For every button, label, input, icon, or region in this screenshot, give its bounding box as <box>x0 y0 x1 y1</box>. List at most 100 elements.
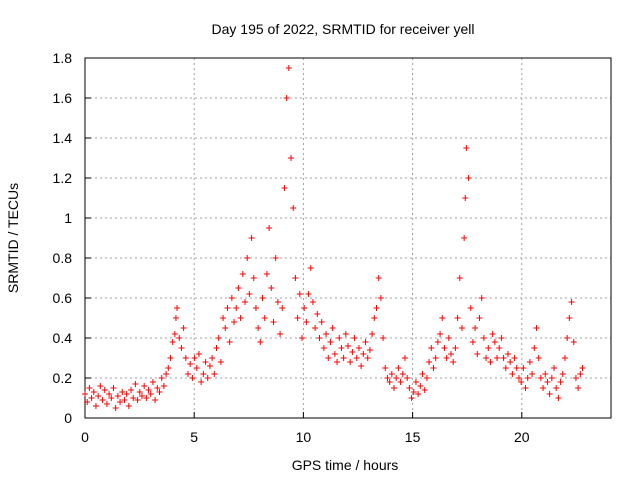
point-0-200 <box>515 375 522 381</box>
point-0-47 <box>182 355 189 361</box>
point-0-163 <box>437 331 444 337</box>
point-0-36 <box>160 383 167 389</box>
point-0-211 <box>540 385 547 391</box>
point-0-221 <box>561 355 568 361</box>
point-0-225 <box>570 339 577 345</box>
point-0-41 <box>171 331 178 337</box>
point-0-129 <box>362 339 369 345</box>
plot-grid <box>84 58 611 418</box>
point-0-130 <box>364 355 371 361</box>
x-tick-label-0: 0 <box>81 429 89 445</box>
point-0-193 <box>500 355 507 361</box>
point-0-93 <box>283 95 290 101</box>
point-0-157 <box>423 375 430 381</box>
point-0-220 <box>559 371 566 377</box>
point-0-127 <box>358 363 365 369</box>
point-0-33 <box>154 385 161 391</box>
point-0-162 <box>434 339 441 345</box>
point-0-75 <box>244 255 251 261</box>
point-0-186 <box>485 345 492 351</box>
point-0-201 <box>518 379 525 385</box>
point-0-134 <box>373 305 380 311</box>
point-0-17 <box>119 389 126 395</box>
point-0-86 <box>268 285 275 291</box>
y-tick-label-1.8: 1.8 <box>53 50 73 66</box>
point-0-105 <box>309 299 316 305</box>
point-0-48 <box>185 371 192 377</box>
point-0-98 <box>294 315 301 321</box>
x-axis-label: GPS time / hours <box>292 457 399 473</box>
point-0-119 <box>340 355 347 361</box>
point-0-24 <box>134 397 141 403</box>
point-0-174 <box>461 235 468 241</box>
point-0-188 <box>489 331 496 337</box>
point-0-145 <box>397 379 404 385</box>
chart-title: Day 195 of 2022, SRMTID for receiver yel… <box>212 21 475 37</box>
point-0-19 <box>123 391 130 397</box>
y-axis-label: SRMTID / TECUs <box>5 183 21 293</box>
point-0-217 <box>553 385 560 391</box>
point-0-35 <box>158 375 165 381</box>
point-0-57 <box>204 375 211 381</box>
point-0-7 <box>97 383 104 389</box>
point-0-40 <box>169 339 176 345</box>
point-0-5 <box>92 403 99 409</box>
point-0-64 <box>220 315 227 321</box>
point-0-87 <box>270 319 277 325</box>
y-tick-labels: 0 0.2 0.4 0.6 0.8 1 1.2 1.4 1.6 1.8 <box>53 50 73 426</box>
point-0-170 <box>452 345 459 351</box>
point-0-78 <box>250 275 257 281</box>
x-tick-label-5: 5 <box>190 429 198 445</box>
point-0-208 <box>533 325 540 331</box>
point-0-82 <box>259 295 266 301</box>
point-0-90 <box>277 331 284 337</box>
point-0-213 <box>544 379 551 385</box>
point-0-149 <box>406 385 413 391</box>
point-0-23 <box>132 381 139 387</box>
point-0-0 <box>82 391 88 397</box>
point-0-25 <box>136 389 143 395</box>
point-0-147 <box>401 355 408 361</box>
point-0-44 <box>176 335 183 341</box>
point-0-197 <box>509 371 516 377</box>
point-0-146 <box>399 371 406 377</box>
point-0-42 <box>172 315 179 321</box>
point-0-160 <box>430 365 437 371</box>
point-0-161 <box>432 355 439 361</box>
point-0-176 <box>463 145 470 151</box>
point-0-175 <box>462 195 469 201</box>
point-0-124 <box>351 335 358 341</box>
point-0-22 <box>130 395 137 401</box>
x-tick-label-10: 10 <box>296 429 312 445</box>
point-0-168 <box>448 351 455 357</box>
point-0-12 <box>108 395 115 401</box>
x-tick-labels: 0 5 10 15 20 <box>81 429 530 445</box>
point-0-164 <box>439 315 446 321</box>
point-0-58 <box>206 363 213 369</box>
point-0-37 <box>163 371 170 377</box>
point-0-28 <box>143 395 150 401</box>
point-0-46 <box>180 325 187 331</box>
point-0-202 <box>520 365 527 371</box>
point-0-92 <box>281 185 288 191</box>
y-tick-label-1.6: 1.6 <box>53 90 73 106</box>
point-0-152 <box>412 379 419 385</box>
point-0-136 <box>377 295 384 301</box>
point-0-224 <box>568 299 575 305</box>
point-0-214 <box>546 391 553 397</box>
point-0-212 <box>542 371 549 377</box>
y-tick-label-0.2: 0.2 <box>53 370 73 386</box>
point-0-1 <box>84 399 91 405</box>
point-0-203 <box>522 385 529 391</box>
point-0-185 <box>483 355 490 361</box>
y-tick-label-1.2: 1.2 <box>53 170 73 186</box>
point-0-142 <box>391 385 398 391</box>
point-0-81 <box>257 339 264 345</box>
point-0-133 <box>371 315 378 321</box>
point-0-56 <box>202 359 209 365</box>
point-0-96 <box>290 205 297 211</box>
point-0-60 <box>211 371 218 377</box>
point-0-122 <box>347 359 354 365</box>
point-0-187 <box>487 359 494 365</box>
point-0-62 <box>215 335 222 341</box>
